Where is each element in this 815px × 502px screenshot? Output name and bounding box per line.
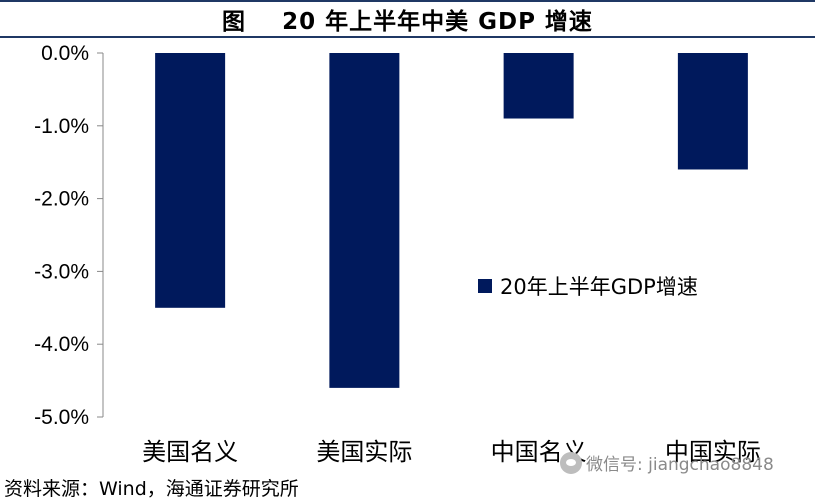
- x-tick-label: 美国名义: [142, 438, 238, 466]
- figure-title: 20 年上半年中美 GDP 增速: [282, 9, 593, 35]
- bar: [677, 53, 748, 170]
- x-tick-label: 中国实际: [665, 438, 761, 466]
- chart-title: 图 20 年上半年中美 GDP 增速: [222, 2, 593, 36]
- x-tick-label: 美国实际: [316, 438, 412, 466]
- y-tick-label: -5.0%: [34, 406, 89, 429]
- figure-label: 图: [222, 9, 247, 35]
- y-tick-label: -2.0%: [34, 188, 89, 211]
- legend-swatch: [478, 279, 492, 293]
- y-tick-label: -4.0%: [34, 333, 89, 356]
- chart-title-bar: 图 20 年上半年中美 GDP 增速: [0, 0, 815, 38]
- y-tick-label: 0.0%: [41, 42, 89, 65]
- legend-label: 20年上半年GDP增速: [500, 275, 698, 299]
- watermark-text: 微信号: jiangchao8848: [586, 455, 774, 475]
- bar: [155, 53, 226, 308]
- y-tick-label: -1.0%: [34, 115, 89, 138]
- bar: [503, 53, 574, 119]
- bar: [329, 53, 400, 388]
- wechat-icon: [560, 451, 582, 474]
- watermark: 微信号: jiangchao8848: [560, 450, 774, 475]
- source-note: 资料来源：Wind，海通证券研究所: [4, 478, 299, 500]
- y-tick-label: -3.0%: [34, 260, 89, 283]
